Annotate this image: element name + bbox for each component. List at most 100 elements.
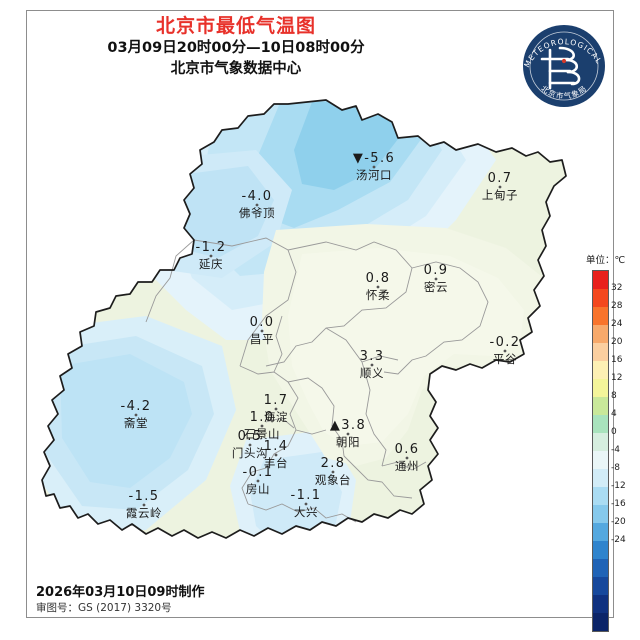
- station-name: 昌平: [250, 332, 274, 346]
- station-name: 门头沟: [232, 446, 268, 460]
- map-canvas[interactable]: ▼-5.6 汤河口 -4.0 佛爷顶 0.7 上甸子 -1.2 延庆 0.8 怀柔 0.9 密云 0.0…: [26, 10, 614, 618]
- station-name: 怀柔: [366, 288, 390, 302]
- approval-number-label: 审图号：GS (2017) 3320号: [36, 602, 172, 615]
- station-chaoyang[interactable]: ▲3.8 朝阳: [330, 418, 366, 449]
- station-shijingshan[interactable]: 1.0 石景山: [244, 410, 280, 441]
- station-name: 上甸子: [482, 188, 518, 202]
- station-name: 霞云岭: [126, 506, 162, 520]
- legend-tick-1: 28: [611, 301, 623, 311]
- station-value: 1.0: [250, 410, 275, 425]
- station-haidian[interactable]: 1.7 海淀: [264, 393, 289, 424]
- station-point-marker: [405, 456, 409, 460]
- legend-swatch-14: [593, 523, 608, 541]
- station-point-marker: [434, 277, 438, 281]
- station-point-marker: [256, 479, 260, 483]
- station-labels-layer: ▼-5.6 汤河口 -4.0 佛爷顶 0.7 上甸子 -1.2 延庆 0.8 怀柔 0.9 密云 0.0…: [121, 151, 521, 520]
- station-pinggu[interactable]: -0.2 平谷: [490, 335, 521, 366]
- legend-swatch-19: [593, 613, 608, 631]
- station-huairou[interactable]: 0.8 怀柔: [366, 271, 391, 302]
- station-value: 0.0: [250, 315, 275, 330]
- station-miyun[interactable]: 0.9 密云: [424, 263, 449, 294]
- station-value: 1.4: [264, 439, 289, 454]
- station-value: 3.3: [360, 349, 385, 364]
- county-boundaries: [145, 237, 489, 523]
- station-name: 平谷: [493, 352, 517, 366]
- legend-swatch-5: [593, 361, 608, 379]
- legend-swatch-15: [593, 541, 608, 559]
- legend-tick-14: -24: [611, 535, 626, 545]
- station-name: 观象台: [315, 473, 351, 487]
- legend-tick-11: -12: [611, 481, 626, 491]
- station-point-marker: [142, 503, 146, 507]
- station-value: -0.2: [490, 335, 521, 350]
- beijing-meteorological-service-logo: BEIJING METEOROLOGICAL SERVICE 北京市气象局: [509, 7, 616, 118]
- station-value: 0.7: [488, 171, 513, 186]
- station-point-marker: [274, 453, 278, 457]
- station-name: 斋堂: [124, 416, 148, 430]
- station-point-marker: [498, 185, 502, 189]
- legend-color-bar: [592, 270, 609, 632]
- station-point-marker: [331, 470, 335, 474]
- station-point-marker: [255, 203, 259, 207]
- legend-tick-10: -8: [611, 463, 620, 473]
- station-tongzhou[interactable]: 0.6 通州: [395, 442, 420, 473]
- station-name: 海淀: [264, 410, 288, 424]
- station-changping[interactable]: 0.0 昌平: [250, 315, 275, 346]
- legend-tick-13: -20: [611, 517, 626, 527]
- station-value: 0.9: [424, 263, 449, 278]
- station-value: ▲3.8: [330, 418, 366, 433]
- station-shangdianzi[interactable]: 0.7 上甸子: [482, 171, 518, 202]
- legend-swatch-13: [593, 505, 608, 523]
- legend-swatch-0: [593, 271, 608, 289]
- logo-inner-ring: [529, 31, 599, 101]
- station-point-marker: [346, 432, 350, 436]
- station-daxing[interactable]: -1.1 大兴: [291, 488, 322, 519]
- station-tanghekou[interactable]: ▼-5.6 汤河口: [353, 151, 395, 182]
- station-guanxiangtai[interactable]: 2.8 观象台: [315, 456, 351, 487]
- station-point-marker: [274, 407, 278, 411]
- station-foyeding[interactable]: -4.0 佛爷顶: [239, 189, 275, 220]
- legend-tick-0: 32: [611, 283, 623, 293]
- station-point-marker: [134, 413, 138, 417]
- station-mentougou[interactable]: 0.5 门头沟: [232, 429, 268, 460]
- station-point-marker: [304, 502, 308, 506]
- station-value: -1.2: [196, 240, 227, 255]
- station-value: 0.6: [395, 442, 420, 457]
- legend-swatch-16: [593, 559, 608, 577]
- logo-disc: [523, 25, 605, 107]
- legend-swatch-11: [593, 469, 608, 487]
- legend-swatch-12: [593, 487, 608, 505]
- logo-glyph: [540, 46, 581, 90]
- station-zhaitang[interactable]: -4.2 斋堂: [121, 399, 152, 430]
- legend-tick-7: 4: [611, 409, 617, 419]
- station-name: 房山: [246, 482, 270, 496]
- station-value: 2.8: [321, 456, 346, 471]
- station-shunyi[interactable]: 3.3 顺义: [360, 349, 385, 380]
- station-value: -4.0: [242, 189, 273, 204]
- legend-swatch-2: [593, 307, 608, 325]
- station-point-marker: [372, 165, 376, 169]
- legend-tick-2: 24: [611, 319, 623, 329]
- station-point-marker: [260, 329, 264, 333]
- station-yanqing[interactable]: -1.2 延庆: [196, 240, 227, 271]
- legend-swatch-3: [593, 325, 608, 343]
- station-fengtai[interactable]: 1.4 丰台: [264, 439, 289, 470]
- station-value: -0.1: [243, 465, 274, 480]
- station-value: ▼-5.6: [353, 151, 395, 166]
- logo-accent-dot: [561, 58, 567, 64]
- legend-swatch-10: [593, 451, 608, 469]
- legend-tick-8: 0: [611, 427, 617, 437]
- station-name: 丰台: [264, 456, 288, 470]
- municipality-outline: [41, 99, 567, 539]
- station-name: 延庆: [199, 257, 223, 271]
- station-xiayunling[interactable]: -1.5 霞云岭: [126, 489, 162, 520]
- legend-swatch-1: [593, 289, 608, 307]
- production-time-label: 2026年03月10日09时制作: [36, 584, 205, 600]
- station-point-marker: [248, 443, 252, 447]
- station-value: -1.5: [129, 489, 160, 504]
- legend-swatch-7: [593, 397, 608, 415]
- station-fangshan[interactable]: -0.1 房山: [243, 465, 274, 496]
- map-footer: 2026年03月10日09时制作 审图号：GS (2017) 3320号: [36, 584, 204, 616]
- station-point-marker: [370, 363, 374, 367]
- legend-tick-4: 16: [611, 355, 623, 365]
